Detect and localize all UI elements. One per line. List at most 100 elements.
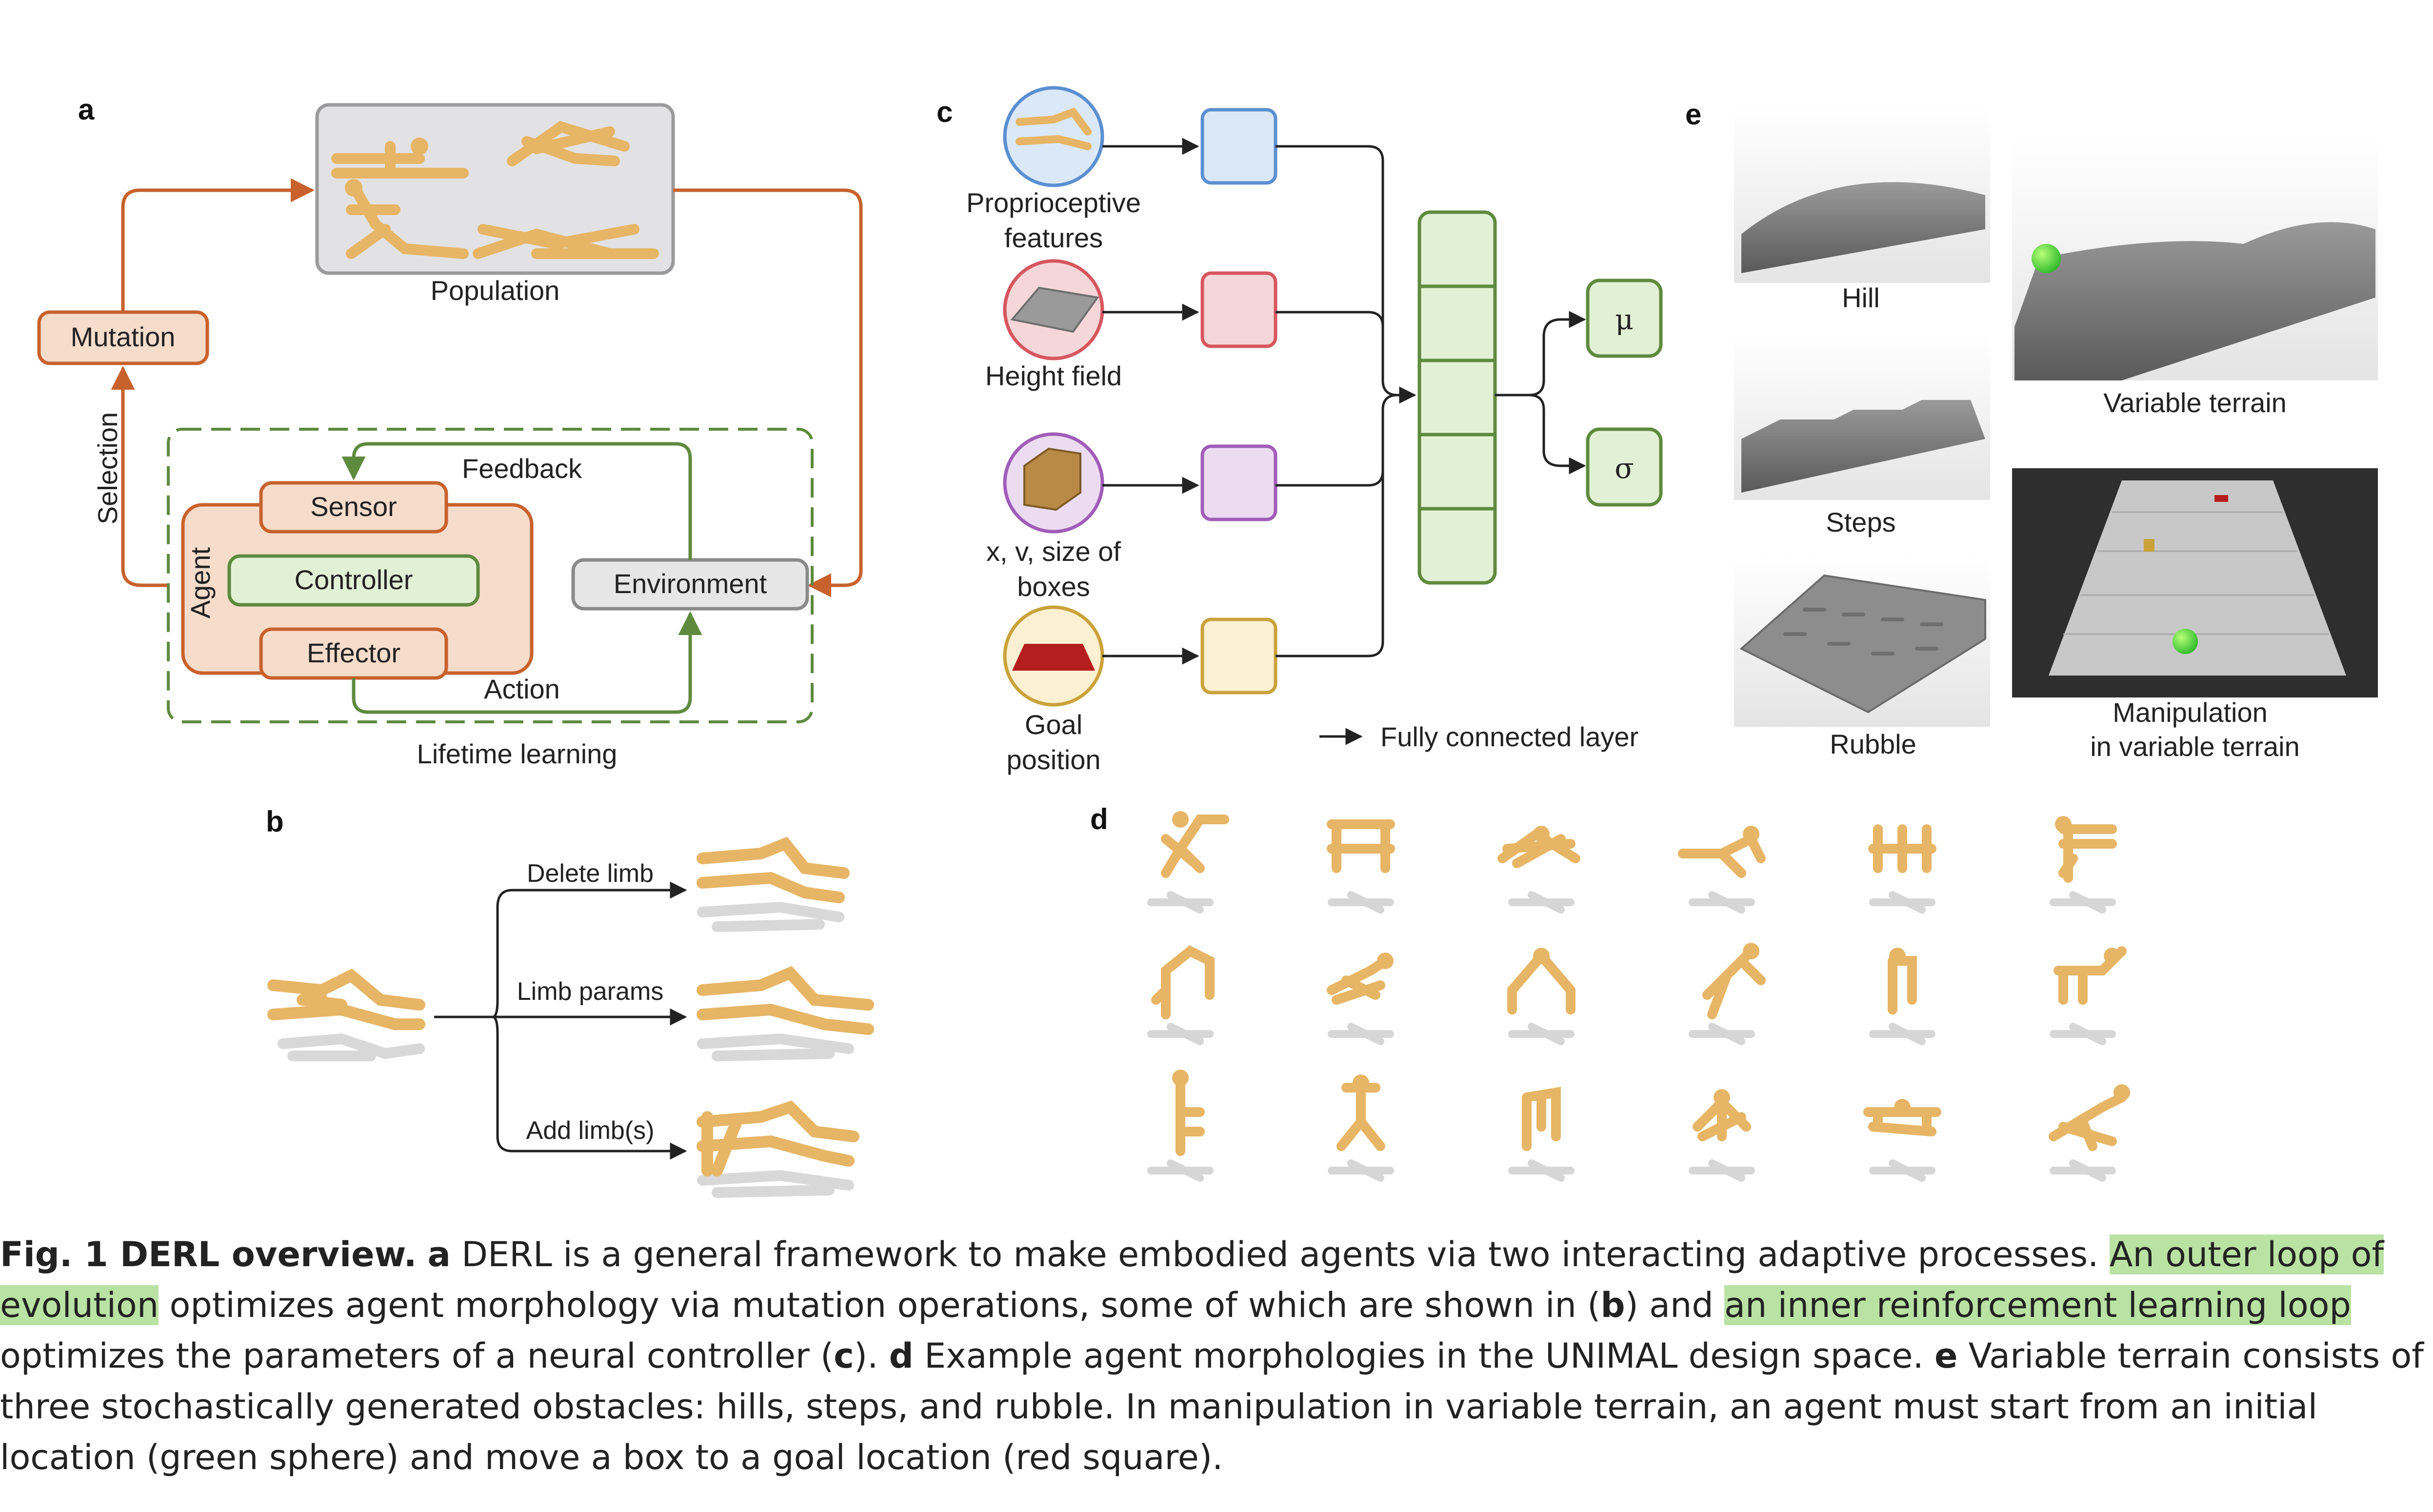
feedback-arrow xyxy=(341,442,692,560)
boxes-label-2: boxes xyxy=(1017,571,1090,602)
morphology-agent-head xyxy=(1377,953,1394,969)
caption-text-6: Example agent morphologies in the UNIMAL… xyxy=(913,1336,1934,1376)
population-agent-head xyxy=(411,138,428,155)
morphology-agent-shadow xyxy=(1508,1159,1575,1182)
population-agent-head-2 xyxy=(345,179,362,197)
add-limbs-label: Add limb(s) xyxy=(526,1116,655,1145)
mu-output xyxy=(1586,279,1663,358)
morphology-agent xyxy=(1327,953,1394,1045)
morphology-agent xyxy=(1869,948,1935,1045)
morphology-agent xyxy=(1863,1099,1941,1182)
morphology-agent-head xyxy=(1353,1074,1369,1091)
base-agent xyxy=(267,968,425,1061)
manipulation-label-2: in variable terrain xyxy=(2090,731,2300,762)
proprioceptive-label-1: Proprioceptive xyxy=(966,187,1141,218)
fc-layer-dividers xyxy=(1419,284,1495,511)
manipulation-label-1: Manipulation xyxy=(2113,697,2268,728)
lifetime-learning-box xyxy=(167,428,814,723)
output-arrows xyxy=(1495,318,1580,467)
manipulation-arena-floor xyxy=(2049,480,2346,676)
morphology-agent-limbs xyxy=(1176,1078,1205,1156)
manipulation-green-sphere xyxy=(2173,629,2198,654)
boxes-encoder xyxy=(1200,444,1277,521)
feedback-label: Feedback xyxy=(462,453,582,484)
proprio-encoder xyxy=(1200,108,1277,185)
mutation-label: Mutation xyxy=(71,321,176,352)
variable-terrain-surface xyxy=(2014,222,2375,380)
morphology-agent-head xyxy=(1743,943,1759,959)
panel-label-b: b xyxy=(266,805,284,838)
morphology-agent xyxy=(1147,811,1229,914)
morphology-agent-limbs xyxy=(1507,951,1575,1015)
hill-label: Hill xyxy=(1842,282,1880,313)
height-field-glyph xyxy=(1010,286,1099,333)
hill-terrain xyxy=(1741,182,1985,273)
input-arrows xyxy=(1102,138,1416,665)
morphology-agent-limbs xyxy=(1702,946,1766,1019)
morphology-agent-shadow xyxy=(2050,891,2116,914)
rubble-bumps xyxy=(1783,608,1943,656)
morphology-agent-limbs xyxy=(2049,1093,2127,1151)
morphology-agent-shadow xyxy=(1689,1023,1755,1045)
manipulation-box xyxy=(2144,539,2154,552)
morphology-agent xyxy=(1328,1074,1394,1182)
morphology-agent-shadow xyxy=(1147,1159,1214,1182)
manipulation-arena-grid xyxy=(2063,511,2329,635)
proprioceptive-agent-glyph xyxy=(1016,107,1092,150)
sensor-box xyxy=(259,481,448,534)
morphology-agent-head xyxy=(1889,948,1906,964)
panel-label-a: a xyxy=(78,93,95,126)
figure-canvas: a Population Mutation Selection Lifetime… xyxy=(37,86,2378,1198)
morphology-agent xyxy=(1497,826,1580,914)
morphology-agent xyxy=(1689,1089,1755,1182)
morphology-agent-head xyxy=(1894,1099,1911,1115)
morphology-agent-shadow xyxy=(1508,1023,1575,1045)
mutation-to-population-arrow xyxy=(121,178,315,312)
caption-ref-a: a xyxy=(427,1234,451,1274)
goal-label-1: Goal xyxy=(1025,709,1082,740)
morphology-agent xyxy=(1147,1070,1214,1182)
morphology-agent xyxy=(2050,816,2117,914)
morphology-agent-limbs xyxy=(1151,945,1215,1019)
morphology-agent xyxy=(1868,824,1936,914)
morphology-agent-shadow xyxy=(1147,1023,1214,1045)
variable-terrain-label: Variable terrain xyxy=(2103,387,2287,418)
population-label: Population xyxy=(431,275,560,306)
selection-label: Selection xyxy=(92,412,123,524)
rubble-label: Rubble xyxy=(1830,729,1916,759)
controller-box xyxy=(227,554,480,607)
sigma-label: σ xyxy=(1615,452,1634,485)
height-field-label: Height field xyxy=(985,360,1122,391)
panel-label-e: e xyxy=(1685,98,1701,131)
caption-ref-e: e xyxy=(1934,1336,1958,1376)
goal-encoder xyxy=(1200,617,1277,695)
morphology-agent-limbs xyxy=(1327,819,1395,873)
rubble-terrain xyxy=(1739,574,1986,714)
morphology-agent-head xyxy=(1172,811,1189,828)
morphology-agent-limbs xyxy=(1888,956,1917,1015)
lifetime-learning-label: Lifetime learning xyxy=(417,738,618,769)
morphology-agent-limbs xyxy=(1522,1087,1561,1151)
boxes-label-1: x, v, size of xyxy=(986,536,1121,567)
panel-label-d: d xyxy=(1090,803,1108,836)
morphology-agent-shadow xyxy=(1328,1023,1394,1045)
morphology-agent-shadow xyxy=(1689,891,1755,914)
caption-text-2: optimizes agent morphology via mutation … xyxy=(159,1285,1601,1325)
morphology-agent-limbs xyxy=(1868,824,1936,873)
morphology-agent-shadow xyxy=(1147,891,1214,914)
goal-square-glyph xyxy=(1012,644,1095,671)
controller-label: Controller xyxy=(295,564,413,595)
limb-params-label: Limb params xyxy=(517,977,664,1006)
population-agents xyxy=(331,120,659,259)
box-glyph xyxy=(1023,447,1081,511)
fc-layer xyxy=(1417,210,1497,585)
caption-text-1: DERL is a general framework to make embo… xyxy=(450,1234,2110,1274)
morphology-agent xyxy=(2050,946,2127,1045)
morphology-agent-head xyxy=(2114,1084,2130,1101)
sensor-label: Sensor xyxy=(310,491,397,522)
height-encoder xyxy=(1200,271,1277,348)
morphology-agent-limbs xyxy=(1327,956,1390,1005)
environment-label: Environment xyxy=(614,568,767,599)
caption-ref-b: b xyxy=(1600,1285,1625,1325)
morphology-agent-limbs xyxy=(1161,815,1229,878)
